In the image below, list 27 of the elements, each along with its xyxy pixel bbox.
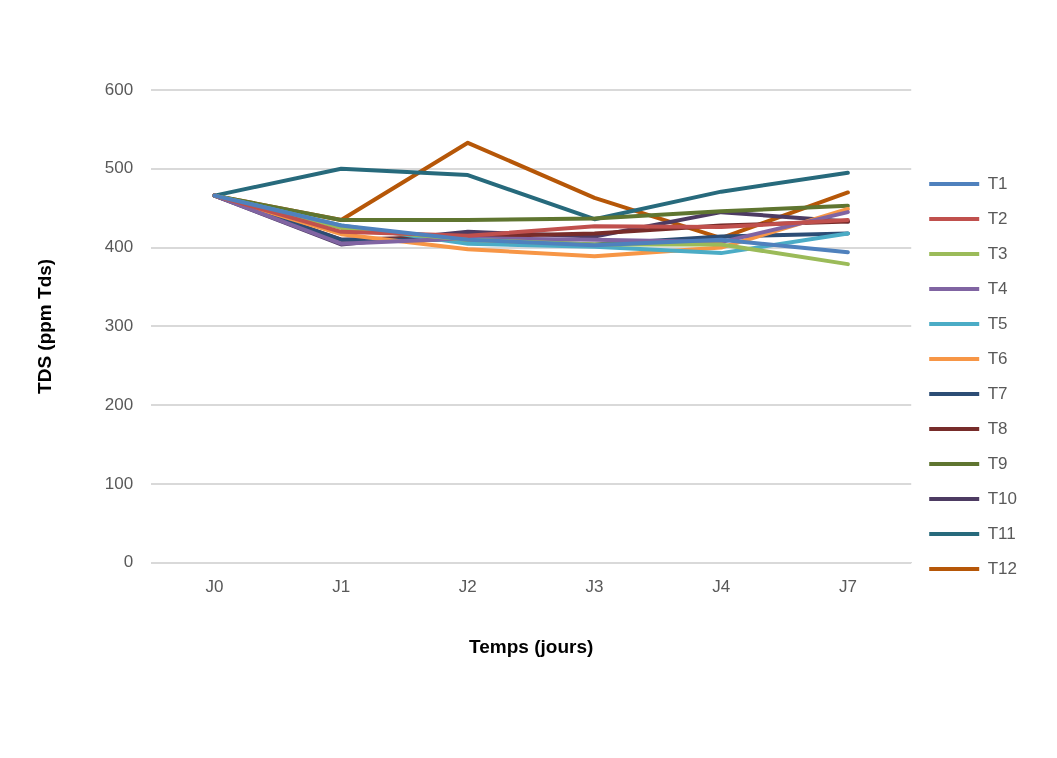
x-tick-label: J2 [458,576,477,596]
y-tick-label: 400 [104,237,134,257]
x-tick-label: J0 [205,576,224,596]
y-tick-label: 100 [104,473,134,493]
legend-label: T6 [987,348,1008,368]
y-tick-label: 300 [104,316,134,336]
legend-label: T10 [987,488,1017,508]
y-tick-label: 500 [104,158,134,178]
y-axis-title: TDS (ppm Tds) [33,258,55,394]
legend-label: T12 [987,558,1017,578]
legend-label: T7 [987,383,1008,403]
x-axis-title: Temps (jours) [469,635,594,657]
legend-label: T1 [987,173,1008,193]
legend-label: T11 [987,523,1016,543]
legend-label: T3 [987,243,1008,263]
y-tick-label: 200 [104,394,134,414]
legend-label: T2 [987,208,1008,228]
legend-label: T9 [987,453,1008,473]
x-tick-label: J1 [332,576,351,596]
x-tick-label: J7 [838,576,857,596]
legend-label: T4 [987,278,1008,298]
legend-label: T5 [987,313,1008,333]
y-tick-label: 600 [104,79,134,99]
x-tick-label: J3 [585,576,604,596]
x-tick-label: J4 [712,576,731,596]
legend-label: T8 [987,418,1008,438]
y-tick-label: 0 [123,552,134,572]
